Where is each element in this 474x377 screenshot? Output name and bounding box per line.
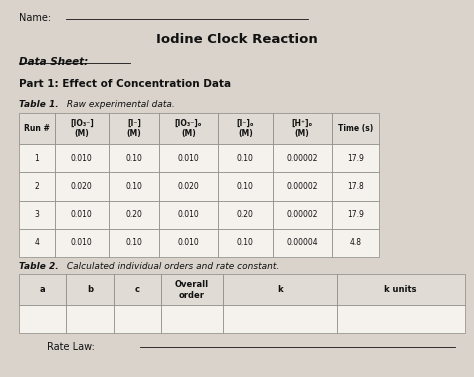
Bar [109, 229, 159, 257]
Bar [218, 201, 273, 229]
Text: 4: 4 [34, 239, 39, 247]
Text: 0.20: 0.20 [237, 210, 254, 219]
Text: c: c [135, 285, 140, 294]
Text: 0.00002: 0.00002 [286, 154, 318, 162]
Bar [109, 201, 159, 229]
Bar [66, 274, 114, 305]
Text: 0.010: 0.010 [71, 154, 92, 162]
Text: Data Sheet:: Data Sheet: [19, 57, 88, 67]
Bar [337, 274, 465, 305]
Text: 0.010: 0.010 [178, 239, 199, 247]
Bar [19, 113, 55, 144]
Bar [218, 229, 273, 257]
Bar [273, 201, 332, 229]
Bar [109, 172, 159, 201]
Bar [55, 201, 109, 229]
Text: Rate Law:: Rate Law: [47, 342, 95, 352]
Bar [223, 274, 337, 305]
Text: 17.8: 17.8 [347, 182, 364, 191]
Text: 3: 3 [34, 210, 39, 219]
Bar [159, 113, 218, 144]
Bar [332, 144, 379, 172]
Text: Overall
order: Overall order [175, 280, 209, 300]
Text: 0.010: 0.010 [178, 154, 199, 162]
Text: 0.020: 0.020 [178, 182, 199, 191]
Bar [114, 305, 161, 333]
Text: a: a [40, 285, 46, 294]
Text: 0.010: 0.010 [71, 239, 92, 247]
Text: 0.00002: 0.00002 [286, 182, 318, 191]
Bar [55, 113, 109, 144]
Text: 0.020: 0.020 [71, 182, 92, 191]
Bar [55, 172, 109, 201]
Bar [19, 172, 55, 201]
Text: Time (s): Time (s) [338, 124, 373, 133]
Bar [19, 201, 55, 229]
Text: 2: 2 [34, 182, 39, 191]
Bar [332, 113, 379, 144]
Text: Table 1.: Table 1. [19, 100, 59, 109]
Text: 0.00002: 0.00002 [286, 210, 318, 219]
Bar [161, 305, 223, 333]
Bar [19, 305, 66, 333]
Bar [55, 229, 109, 257]
Bar [273, 229, 332, 257]
Text: [IO₃⁻]ₒ
(M): [IO₃⁻]ₒ (M) [175, 119, 202, 138]
Bar [332, 201, 379, 229]
Text: Calculated individual orders and rate constant.: Calculated individual orders and rate co… [64, 262, 279, 271]
Text: 4.8: 4.8 [349, 239, 362, 247]
Text: 0.010: 0.010 [71, 210, 92, 219]
Text: [I⁻]ₒ
(M): [I⁻]ₒ (M) [237, 119, 254, 138]
Bar [19, 229, 55, 257]
Text: 0.10: 0.10 [126, 154, 142, 162]
Text: 0.20: 0.20 [126, 210, 142, 219]
Bar [218, 172, 273, 201]
Text: Raw experimental data.: Raw experimental data. [64, 100, 175, 109]
Text: k units: k units [384, 285, 417, 294]
Bar [114, 274, 161, 305]
Bar [159, 144, 218, 172]
Text: Iodine Clock Reaction: Iodine Clock Reaction [156, 33, 318, 46]
Bar [55, 144, 109, 172]
Text: 0.010: 0.010 [178, 210, 199, 219]
Bar [218, 113, 273, 144]
Bar [109, 113, 159, 144]
Bar [19, 144, 55, 172]
Text: [IO₃⁻]
(M): [IO₃⁻] (M) [70, 119, 94, 138]
Bar [19, 274, 66, 305]
Bar [218, 144, 273, 172]
Text: 0.10: 0.10 [126, 182, 142, 191]
Text: 17.9: 17.9 [347, 210, 364, 219]
Text: Part 1: Effect of Concentration Data: Part 1: Effect of Concentration Data [19, 79, 231, 89]
Text: 0.10: 0.10 [237, 182, 254, 191]
Text: Name:: Name: [19, 13, 51, 23]
Text: k: k [277, 285, 283, 294]
Bar [109, 144, 159, 172]
Text: Table 2.: Table 2. [19, 262, 59, 271]
Bar [273, 172, 332, 201]
Text: [H⁺]ₒ
(M): [H⁺]ₒ (M) [292, 119, 313, 138]
Bar [159, 201, 218, 229]
Bar [337, 305, 465, 333]
Bar [66, 305, 114, 333]
Text: b: b [87, 285, 93, 294]
Bar [273, 144, 332, 172]
Text: Run #: Run # [24, 124, 50, 133]
Text: 0.10: 0.10 [126, 239, 142, 247]
Text: 0.10: 0.10 [237, 239, 254, 247]
Bar [161, 274, 223, 305]
Text: 1: 1 [34, 154, 39, 162]
Bar [159, 172, 218, 201]
Bar [332, 229, 379, 257]
Bar [273, 113, 332, 144]
Bar [159, 229, 218, 257]
Bar [223, 305, 337, 333]
Bar [332, 172, 379, 201]
Text: 17.9: 17.9 [347, 154, 364, 162]
Text: 0.10: 0.10 [237, 154, 254, 162]
Text: [I⁻]
(M): [I⁻] (M) [127, 119, 141, 138]
Text: 0.00004: 0.00004 [286, 239, 318, 247]
